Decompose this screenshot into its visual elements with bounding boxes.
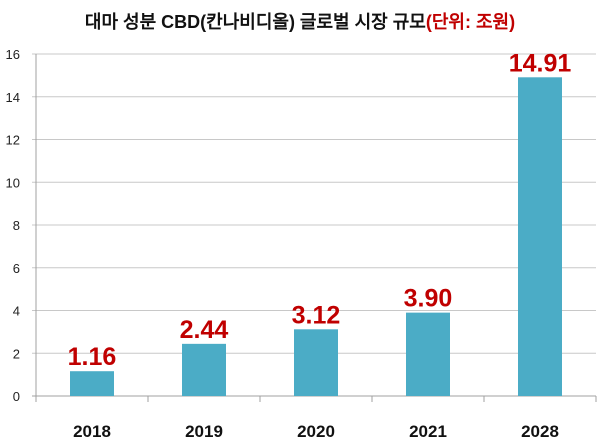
data-label: 3.12	[292, 301, 341, 329]
chart-title: 대마 성분 CBD(칸나비디올) 글로벌 시장 규모(단위: 조원)	[0, 8, 600, 34]
data-label: 3.90	[404, 285, 453, 313]
x-tick-label: 2019	[185, 422, 223, 441]
x-tick-label: 2018	[73, 422, 111, 441]
y-tick-label: 2	[13, 346, 20, 361]
x-tick-label: 2020	[297, 422, 335, 441]
y-tick-label: 8	[13, 218, 20, 233]
x-tick-label: 2021	[409, 422, 447, 441]
data-label: 1.16	[68, 343, 117, 371]
data-label: 2.44	[180, 316, 229, 344]
bar	[70, 371, 114, 396]
y-tick-label: 12	[6, 133, 20, 148]
chart-title-unit: (단위: 조원)	[425, 12, 516, 32]
y-tick-label: 6	[13, 261, 20, 276]
y-tick-label: 4	[13, 304, 20, 319]
y-tick-label: 14	[6, 90, 20, 105]
y-tick-label: 0	[13, 389, 20, 404]
data-label: 14.91	[509, 49, 572, 77]
y-tick-label: 10	[6, 175, 20, 190]
bar	[294, 329, 338, 396]
chart-title-text: 대마 성분 CBD(칸나비디올) 글로벌 시장 규모	[84, 12, 426, 32]
y-tick-label: 16	[6, 47, 20, 62]
bar	[406, 312, 450, 396]
x-tick-label: 2028	[521, 422, 559, 441]
bar	[518, 77, 562, 396]
bar	[182, 343, 226, 396]
